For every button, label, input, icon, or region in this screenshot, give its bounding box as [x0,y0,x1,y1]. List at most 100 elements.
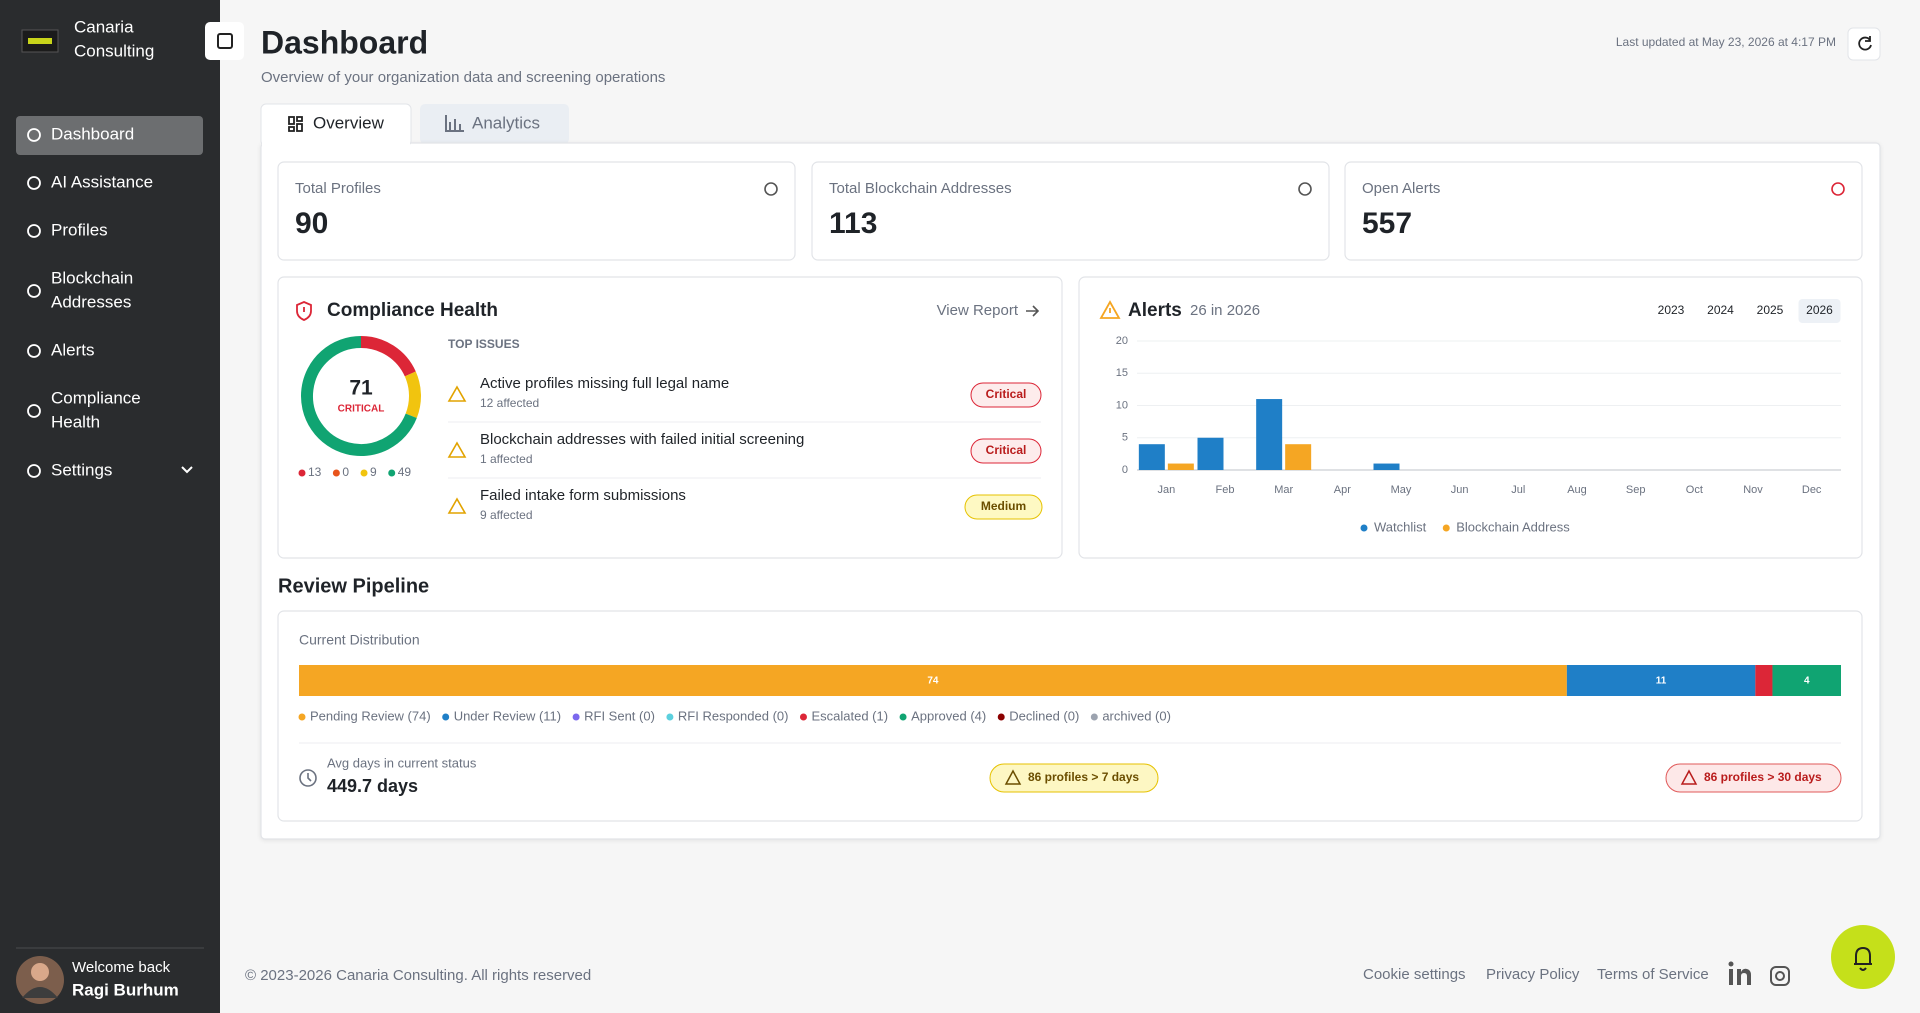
issue-affected: 9 affected [480,508,533,522]
tab[interactable] [420,104,569,144]
legend-label: Escalated (1) [811,708,888,723]
card-subtitle: 26 in 2026 [1190,302,1260,319]
stat-icon [1831,182,1845,196]
year-label: 2026 [1806,303,1833,317]
footer-link[interactable]: Cookie settings [1363,966,1466,983]
badge [1665,763,1842,793]
legend-label: Watchlist [1374,519,1427,534]
stat-label: Total Profiles [295,180,381,197]
nav-item[interactable]: Blockchain Addresses [27,268,133,311]
greeting: Welcome back [72,959,171,976]
notification-button[interactable] [1831,925,1895,989]
year-button[interactable] [1650,299,1692,323]
bar [1197,437,1224,470]
issue-affected: 12 affected [480,396,539,410]
nav-label: Compliance [51,388,141,407]
legend-label: Approved (4) [911,708,986,723]
refresh-button[interactable] [1847,27,1881,61]
collapse-button[interactable] [205,22,244,60]
legend-label: Pending Review (74) [310,708,431,723]
alerts-card [1078,276,1863,559]
legend-label: RFI Responded (0) [678,708,789,723]
tab-icon [288,116,303,132]
stat-card [811,161,1330,261]
last-updated: Last updated at May 23, 2026 at 4:17 PM [1616,35,1836,49]
stat-value: 557 [1362,207,1412,240]
brand: Canaria [74,17,134,36]
footer-link[interactable]: Terms of Service [1597,966,1709,983]
bar [1256,399,1283,470]
x-tick-label: May [1391,484,1412,496]
card-title: Compliance Health [327,300,498,321]
x-tick-label: Aug [1567,484,1587,496]
stat-card [277,161,796,261]
legend-dot [666,713,674,721]
user-name: Ragi Burhum [72,980,179,999]
stats: Total Profiles 90 Total Blockchain Address… [277,161,1863,261]
severity-text: Critical [986,443,1027,457]
segment-label: 11 [1656,676,1667,687]
avg-label: Avg days in current status [327,755,477,770]
severity-badge [970,382,1042,408]
stat-label: Open Alerts [1362,180,1440,197]
arrow-icon [1026,305,1040,317]
year-button[interactable] [1798,299,1841,323]
issue-title: Failed intake form submissions [480,487,686,504]
section-title: Review Pipeline [278,575,429,597]
nav-item[interactable]: Compliance Health [27,388,141,431]
top-issues-label: TOP ISSUES [448,337,520,351]
nav-item[interactable]: Dashboard [27,124,134,143]
segment-label: 74 [927,676,939,687]
nav-label: Profiles [51,220,108,239]
donut-segment [360,336,416,377]
nav-item[interactable]: Settings [27,460,112,479]
x-tick-label: Dec [1802,484,1822,496]
bell-icon [1854,946,1872,971]
legend-value: 9 [370,465,377,479]
x-tick-label: Nov [1743,484,1763,496]
nav-icon [27,404,41,418]
badge-icon [1004,769,1022,785]
brand: Consulting [74,41,154,60]
x-tick-label: Sep [1626,484,1646,496]
clock-hand [307,773,312,782]
donut-segment [301,336,417,456]
copyright: © 2023-2026 Canaria Consulting. All righ… [245,967,591,984]
legend-dot [799,713,807,721]
tab-join [262,140,410,148]
chevron [181,466,193,474]
x-tick-label: Feb [1216,484,1235,496]
tab-icon [445,115,464,132]
x-tick-label: Oct [1686,484,1703,496]
nav: Dashboard AI Assistance Profiles Blockchain… [27,124,153,479]
view-report[interactable]: View Report [937,302,1019,319]
badge [989,763,1159,793]
refresh-icon [1858,36,1872,51]
instagram-icon[interactable] [1770,966,1790,986]
linkedin-icon[interactable] [1728,961,1752,986]
stat-icon [764,182,778,196]
year-button[interactable] [1749,299,1791,323]
nav-item[interactable]: Profiles [27,220,108,239]
severity-badge [970,438,1042,464]
pipeline-segment [1772,665,1841,696]
card-title: Alerts [1128,300,1182,321]
alerts-chart: Alerts 26 in 2026 2023 2024 2025 2026 0 5 10 15 20… [1116,299,1841,534]
legend-dot [1442,524,1450,532]
pipeline-segment [1566,665,1756,696]
issues: Active profiles missing full legal name 1… [447,375,1043,522]
nav-item[interactable]: AI Assistance [27,172,153,191]
footer-link[interactable]: Privacy Policy [1486,966,1580,983]
legend-dot [332,469,340,477]
tab-label: Overview [313,113,385,132]
bar [1138,444,1165,470]
pipeline-chart: Review Pipeline Current Distribution 74 11 4… [278,575,1841,723]
year-button[interactable] [1699,299,1742,323]
nav-item[interactable]: Alerts [27,340,94,359]
year-label: 2024 [1707,303,1734,317]
avg-value: 449.7 days [327,776,418,796]
legend-dot [388,469,396,477]
legend-dot [1360,524,1368,532]
stat-card [1344,161,1863,261]
issue-title: Blockchain addresses with failed initial… [480,431,804,448]
